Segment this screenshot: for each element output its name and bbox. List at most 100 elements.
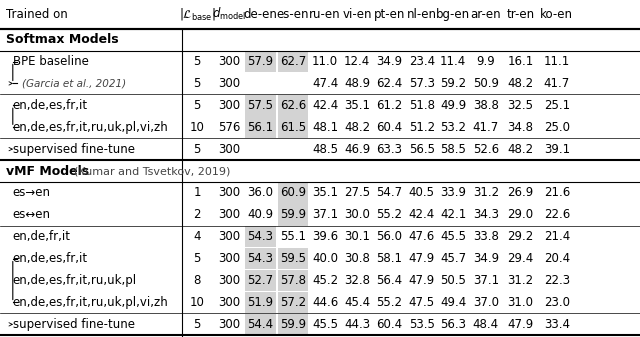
Text: 40.5: 40.5: [409, 186, 435, 200]
Text: 57.2: 57.2: [280, 296, 306, 309]
Text: $d_\mathrm{model}$: $d_\mathrm{model}$: [212, 6, 246, 22]
Text: 53.5: 53.5: [409, 318, 435, 331]
Text: 51.9: 51.9: [248, 296, 273, 309]
Text: 11.1: 11.1: [543, 55, 570, 68]
Text: 48.5: 48.5: [312, 143, 338, 156]
Text: 300: 300: [218, 296, 240, 309]
Text: 59.9: 59.9: [280, 318, 306, 331]
Text: 22.3: 22.3: [544, 274, 570, 287]
Text: pt-en: pt-en: [373, 8, 405, 21]
Text: supervised fine-tune: supervised fine-tune: [13, 318, 135, 331]
Text: 48.2: 48.2: [344, 121, 370, 134]
Text: 33.4: 33.4: [544, 318, 570, 331]
Text: 31.0: 31.0: [508, 296, 533, 309]
Text: 45.2: 45.2: [312, 274, 338, 287]
Text: 20.4: 20.4: [544, 252, 570, 265]
Text: 52.6: 52.6: [473, 143, 499, 156]
Text: 40.0: 40.0: [312, 252, 338, 265]
Text: 4: 4: [193, 230, 201, 243]
Text: 57.3: 57.3: [409, 77, 435, 90]
Text: vi-en: vi-en: [342, 8, 372, 21]
Text: 57.9: 57.9: [248, 55, 273, 68]
Text: 55.1: 55.1: [280, 230, 306, 243]
Text: en,de,es,fr,it,ru,uk,pl,vi,zh: en,de,es,fr,it,ru,uk,pl,vi,zh: [13, 121, 168, 134]
Text: nl-en: nl-en: [407, 8, 436, 21]
Text: BPE baseline: BPE baseline: [13, 55, 89, 68]
Text: 49.4: 49.4: [440, 296, 467, 309]
Text: 34.9: 34.9: [376, 55, 402, 68]
Text: es-en: es-en: [277, 8, 309, 21]
Text: 8: 8: [193, 274, 201, 287]
Text: 57.8: 57.8: [280, 274, 306, 287]
Text: 45.4: 45.4: [344, 296, 370, 309]
Text: 61.2: 61.2: [376, 99, 403, 112]
Text: 56.3: 56.3: [440, 318, 466, 331]
Bar: [278, 270, 308, 291]
Text: 59.5: 59.5: [280, 252, 306, 265]
Text: 47.4: 47.4: [312, 77, 339, 90]
Text: 36.0: 36.0: [248, 186, 273, 200]
Text: 300: 300: [218, 143, 240, 156]
Text: 25.1: 25.1: [544, 99, 570, 112]
Text: 37.1: 37.1: [312, 208, 338, 221]
Text: es→en: es→en: [13, 186, 51, 200]
Text: 46.9: 46.9: [344, 143, 371, 156]
Text: 35.1: 35.1: [344, 99, 370, 112]
Text: 10: 10: [189, 121, 205, 134]
Text: 16.1: 16.1: [507, 55, 534, 68]
Bar: [278, 204, 308, 225]
Text: supervised fine-tune: supervised fine-tune: [13, 143, 135, 156]
Text: 45.7: 45.7: [440, 252, 466, 265]
Text: 47.9: 47.9: [507, 318, 534, 331]
Text: 47.5: 47.5: [409, 296, 435, 309]
Text: 5: 5: [193, 55, 201, 68]
Text: 58.1: 58.1: [376, 252, 402, 265]
Text: 11.4: 11.4: [440, 55, 467, 68]
Text: 57.5: 57.5: [248, 99, 273, 112]
Text: 39.6: 39.6: [312, 230, 338, 243]
Text: 47.9: 47.9: [408, 274, 435, 287]
Text: (Garcia et al., 2021): (Garcia et al., 2021): [22, 79, 127, 88]
Text: Trained on: Trained on: [6, 8, 68, 21]
Text: 55.2: 55.2: [376, 208, 402, 221]
Text: 10: 10: [189, 296, 205, 309]
Bar: [245, 314, 276, 335]
Text: 30.1: 30.1: [344, 230, 370, 243]
Text: bg-en: bg-en: [436, 8, 470, 21]
Text: 5: 5: [193, 77, 201, 90]
Text: 29.2: 29.2: [507, 230, 534, 243]
Text: 48.9: 48.9: [344, 77, 370, 90]
Text: ar-en: ar-en: [470, 8, 501, 21]
Text: ko-en: ko-en: [540, 8, 573, 21]
Text: 59.2: 59.2: [440, 77, 466, 90]
Text: en,de,es,fr,it,ru,uk,pl,vi,zh: en,de,es,fr,it,ru,uk,pl,vi,zh: [13, 296, 168, 309]
Bar: [245, 51, 276, 72]
Text: 26.9: 26.9: [507, 186, 534, 200]
Text: Softmax Models: Softmax Models: [6, 33, 119, 46]
Text: 1: 1: [193, 186, 201, 200]
Bar: [278, 117, 308, 138]
Text: 47.6: 47.6: [408, 230, 435, 243]
Text: 25.0: 25.0: [544, 121, 570, 134]
Bar: [245, 95, 276, 116]
Text: $|\mathcal{L}_\mathrm{base}|$: $|\mathcal{L}_\mathrm{base}|$: [179, 6, 216, 22]
Text: 45.5: 45.5: [440, 230, 466, 243]
Bar: [278, 95, 308, 116]
Text: 54.4: 54.4: [248, 318, 273, 331]
Text: 2: 2: [193, 208, 201, 221]
Text: 39.1: 39.1: [544, 143, 570, 156]
Text: 576: 576: [218, 121, 240, 134]
Text: 42.4: 42.4: [312, 99, 339, 112]
Text: 300: 300: [218, 77, 240, 90]
Text: 56.5: 56.5: [409, 143, 435, 156]
Text: 62.4: 62.4: [376, 77, 403, 90]
Text: en,de,es,fr,it: en,de,es,fr,it: [13, 99, 88, 112]
Text: 40.9: 40.9: [248, 208, 273, 221]
Text: en,de,es,fr,it: en,de,es,fr,it: [13, 252, 88, 265]
Text: 29.4: 29.4: [507, 252, 534, 265]
Text: 56.4: 56.4: [376, 274, 402, 287]
Text: 12.4: 12.4: [344, 55, 371, 68]
Text: 300: 300: [218, 274, 240, 287]
Text: 54.3: 54.3: [248, 230, 273, 243]
Text: 300: 300: [218, 230, 240, 243]
